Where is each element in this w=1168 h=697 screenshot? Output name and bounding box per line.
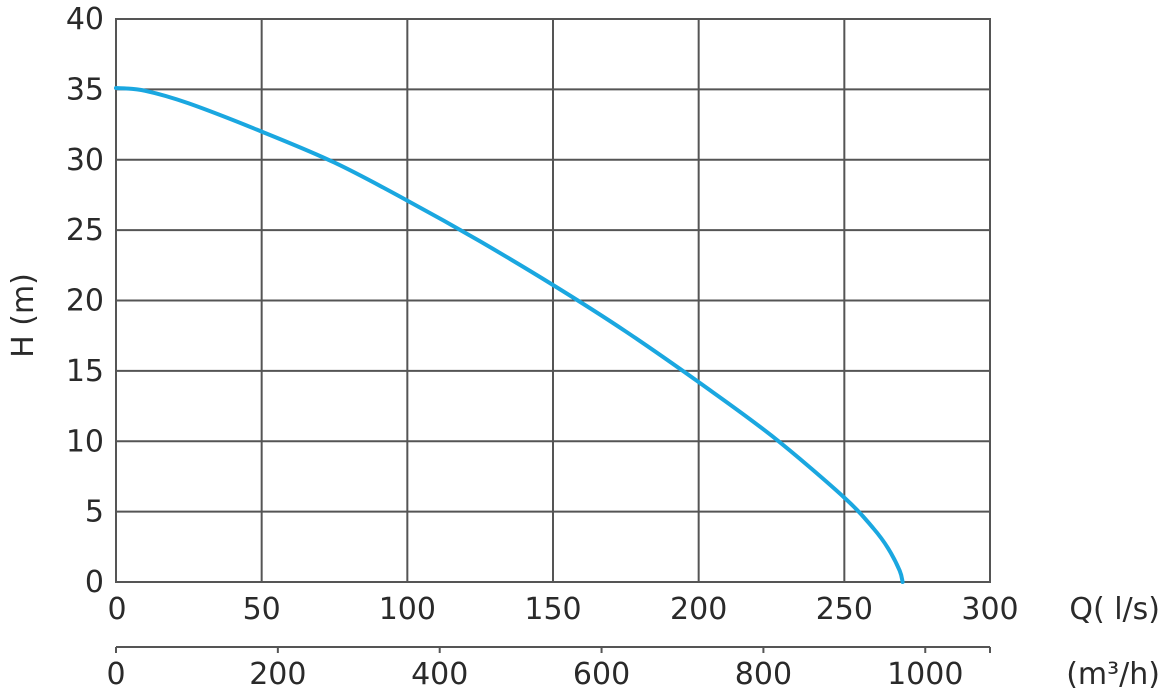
y-tick-label: 40: [66, 2, 104, 37]
x-tick-label: 150: [524, 592, 581, 627]
plot-frame: [115, 18, 991, 583]
y-tick-label: 5: [85, 495, 104, 530]
y-tick-label: 0: [85, 565, 104, 600]
x-tick-label: 50: [243, 592, 281, 627]
y-axis-label: H (m): [6, 273, 41, 358]
x2-tick-label: 0: [106, 657, 125, 692]
curve-layer: [114, 86, 905, 584]
x-tick-label: 0: [107, 592, 126, 627]
head-flow-curve: [114, 86, 905, 584]
x-tick-label: 100: [379, 592, 436, 627]
x-axis-label: Q( l/s): [1069, 592, 1160, 627]
x2-tick-label: 400: [411, 657, 468, 692]
x-tick-labels: 0 50 100 150 200 250 300: [107, 592, 1018, 627]
x2-tick-label: 600: [573, 657, 630, 692]
x-tick-label: 300: [961, 592, 1018, 627]
grid: [115, 18, 991, 583]
x-tick-label: 200: [670, 592, 727, 627]
y-tick-label: 30: [66, 143, 104, 178]
x2-tick-label: 800: [735, 657, 792, 692]
y-tick-label: 10: [66, 424, 104, 459]
x2-tick-label: 1000: [887, 657, 963, 692]
x2-axis-label: (m³/h): [1066, 657, 1160, 692]
y-tick-label: 35: [66, 72, 104, 107]
x2-tick-label: 200: [249, 657, 306, 692]
x-tick-label: 250: [816, 592, 873, 627]
y-tick-label: 15: [66, 354, 104, 389]
y-tick-labels: 0 5 10 15 20 25 30 35 40: [66, 2, 104, 600]
secondary-x-axis: 0 200 400 600 800 1000: [106, 646, 991, 692]
y-tick-label: 20: [66, 284, 104, 319]
y-tick-label: 25: [66, 213, 104, 248]
